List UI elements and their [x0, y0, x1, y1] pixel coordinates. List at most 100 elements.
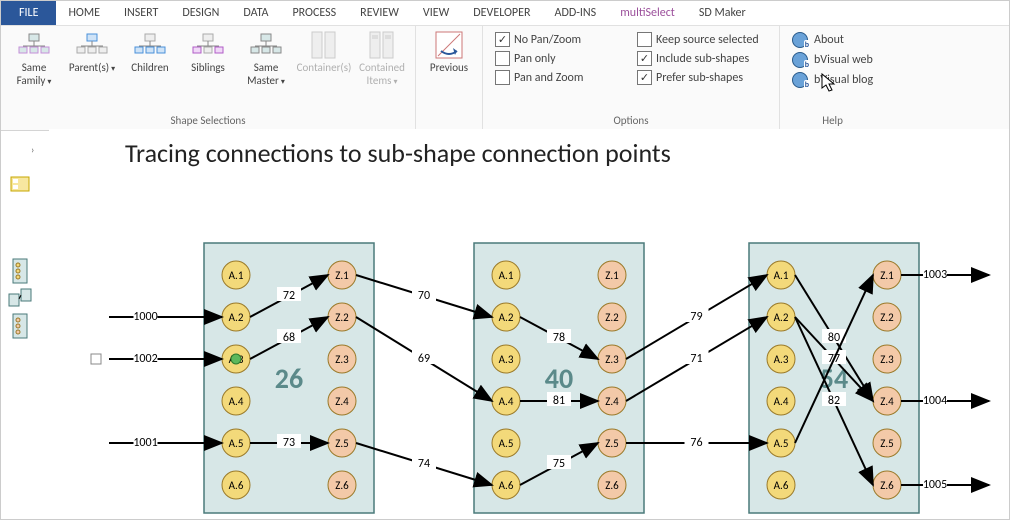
connector-label: 1005	[923, 478, 947, 492]
chk-no-pan-zoom[interactable]: ✓No Pan/Zoom	[495, 32, 625, 47]
connector-label: 1003	[923, 268, 947, 282]
link-bvisual-blog[interactable]: bVisual blog	[792, 72, 873, 88]
checkbox-icon: ✓	[637, 51, 652, 66]
port-label: Z.6	[335, 479, 349, 492]
connector-label: 75	[553, 457, 565, 471]
port-label: A.4	[499, 395, 514, 408]
port-label: Z.1	[880, 269, 894, 282]
connector-label: 72	[283, 289, 295, 303]
label: Pan only	[514, 52, 556, 66]
port-label: Z.2	[335, 311, 349, 324]
port-label: Z.6	[880, 479, 894, 492]
connector-label: 74	[418, 457, 430, 471]
globe-icon	[792, 32, 808, 48]
checkbox-icon	[495, 51, 510, 66]
label: Siblings	[191, 62, 225, 75]
port-label: A.6	[499, 479, 514, 492]
tab-home[interactable]: HOME	[56, 1, 112, 25]
chk-pan-zoom[interactable]: Pan and Zoom	[495, 70, 625, 85]
org-icon	[17, 30, 51, 60]
master-shape-icon[interactable]	[9, 289, 31, 311]
tab-view[interactable]: VIEW	[411, 1, 461, 25]
chk-prefer-sub[interactable]: ✓Prefer sub-shapes	[637, 70, 767, 85]
connector-label: 82	[828, 394, 840, 408]
group-label: Help	[786, 112, 879, 130]
port-label: Z.2	[605, 311, 619, 324]
port-label: A.2	[229, 311, 244, 324]
chk-include-sub[interactable]: ✓ Include sub-shapes	[637, 51, 767, 66]
connector-label: 79	[690, 310, 702, 324]
connector-label: 68	[283, 331, 295, 345]
btn-siblings[interactable]: Siblings	[181, 28, 235, 75]
port-label: Z.5	[880, 437, 894, 450]
app-window: FILE HOMEINSERTDESIGNDATAPROCESSREVIEWVI…	[0, 0, 1010, 520]
tab-bar: FILE HOMEINSERTDESIGNDATAPROCESSREVIEWVI…	[1, 1, 1009, 26]
port-label: A.1	[229, 269, 244, 282]
port-label: Z.4	[335, 395, 349, 408]
tab-process[interactable]: PROCESS	[280, 1, 348, 25]
connector-label: 1002	[133, 352, 157, 366]
drawing-canvas[interactable]: Tracing connections to sub-shape connect…	[49, 129, 1009, 519]
chevron-down-icon: ▾	[281, 77, 285, 87]
label: Previous	[430, 62, 468, 75]
chk-pan-only[interactable]: Pan only	[495, 51, 625, 66]
group-previous: Previous	[416, 26, 483, 130]
chk-keep-source[interactable]: Keep source selected	[637, 32, 767, 47]
port-label: A.4	[229, 395, 244, 408]
port-label: Z.5	[605, 437, 619, 450]
btn-parents[interactable]: Parent(s)▾	[65, 28, 119, 75]
checkbox-icon	[495, 70, 510, 85]
label: Parent(s)	[69, 61, 109, 74]
connector-label: 1004	[923, 394, 947, 408]
port-label: Z.1	[605, 269, 619, 282]
port-label: Z.2	[880, 311, 894, 324]
group-options: ✓No Pan/Zoom Keep source selected Pan on…	[483, 26, 780, 130]
label: Include sub-shapes	[656, 52, 749, 66]
block-label: 40	[545, 361, 573, 396]
port-label: A.1	[499, 269, 514, 282]
chevron-down-icon: ▾	[393, 77, 397, 87]
tab-review[interactable]: REVIEW	[348, 1, 411, 25]
connector-label: 80	[828, 331, 840, 345]
chevron-down-icon: ▾	[111, 64, 115, 74]
connector-label: 71	[690, 352, 702, 366]
stencil-icon[interactable]	[11, 177, 29, 195]
tab-insert[interactable]: INSERT	[112, 1, 170, 25]
tab-sd-maker[interactable]: SD Maker	[687, 1, 758, 25]
port-label: A.3	[774, 353, 789, 366]
tab-file[interactable]: FILE	[1, 1, 56, 25]
tab-add-ins[interactable]: ADD-INS	[543, 1, 609, 25]
master-shape-icon[interactable]	[13, 259, 27, 287]
port-label: Z.6	[605, 479, 619, 492]
link-bvisual-web[interactable]: bVisual web	[792, 52, 873, 68]
port-label: A.5	[499, 437, 514, 450]
btn-previous[interactable]: Previous	[422, 28, 476, 75]
block-label: 26	[275, 361, 303, 396]
globe-icon	[792, 52, 808, 68]
link-about[interactable]: About	[792, 32, 873, 48]
tab-design[interactable]: DESIGN	[170, 1, 231, 25]
port-label: Z.3	[605, 353, 619, 366]
port-label: Z.4	[605, 395, 619, 408]
btn-children[interactable]: Children	[123, 28, 177, 75]
port-label: Z.4	[880, 395, 894, 408]
btn-same-master[interactable]: Same Master▾	[239, 28, 293, 87]
expand-icon[interactable]: ›	[31, 143, 34, 156]
label: bVisual blog	[814, 73, 873, 87]
connector-label: 69	[418, 352, 430, 366]
tab-developer[interactable]: DEVELOPER	[461, 1, 542, 25]
master-shape-icon[interactable]	[13, 314, 27, 342]
connector-label: 1001	[133, 436, 157, 450]
group-label: Shape Selections	[7, 112, 409, 130]
label: Children	[131, 62, 168, 75]
tab-multiselect[interactable]: multiSelect	[608, 1, 687, 25]
label: Contained Items	[359, 61, 405, 87]
btn-contained-items: Contained Items▾	[355, 28, 409, 87]
connector-label: 1000	[133, 310, 157, 324]
port-label: A.6	[774, 479, 789, 492]
diagram: 26 A.1 Z.1 A.2 Z.2 A.3 Z.3 A.4 Z.4 A.5 Z.5 A.6 Z.6 40…	[49, 173, 1009, 520]
btn-same-family[interactable]: Same Family▾	[7, 28, 61, 87]
connector-label: 81	[553, 394, 565, 408]
tab-data[interactable]: DATA	[231, 1, 280, 25]
btn-containers: Container(s)	[297, 28, 351, 75]
